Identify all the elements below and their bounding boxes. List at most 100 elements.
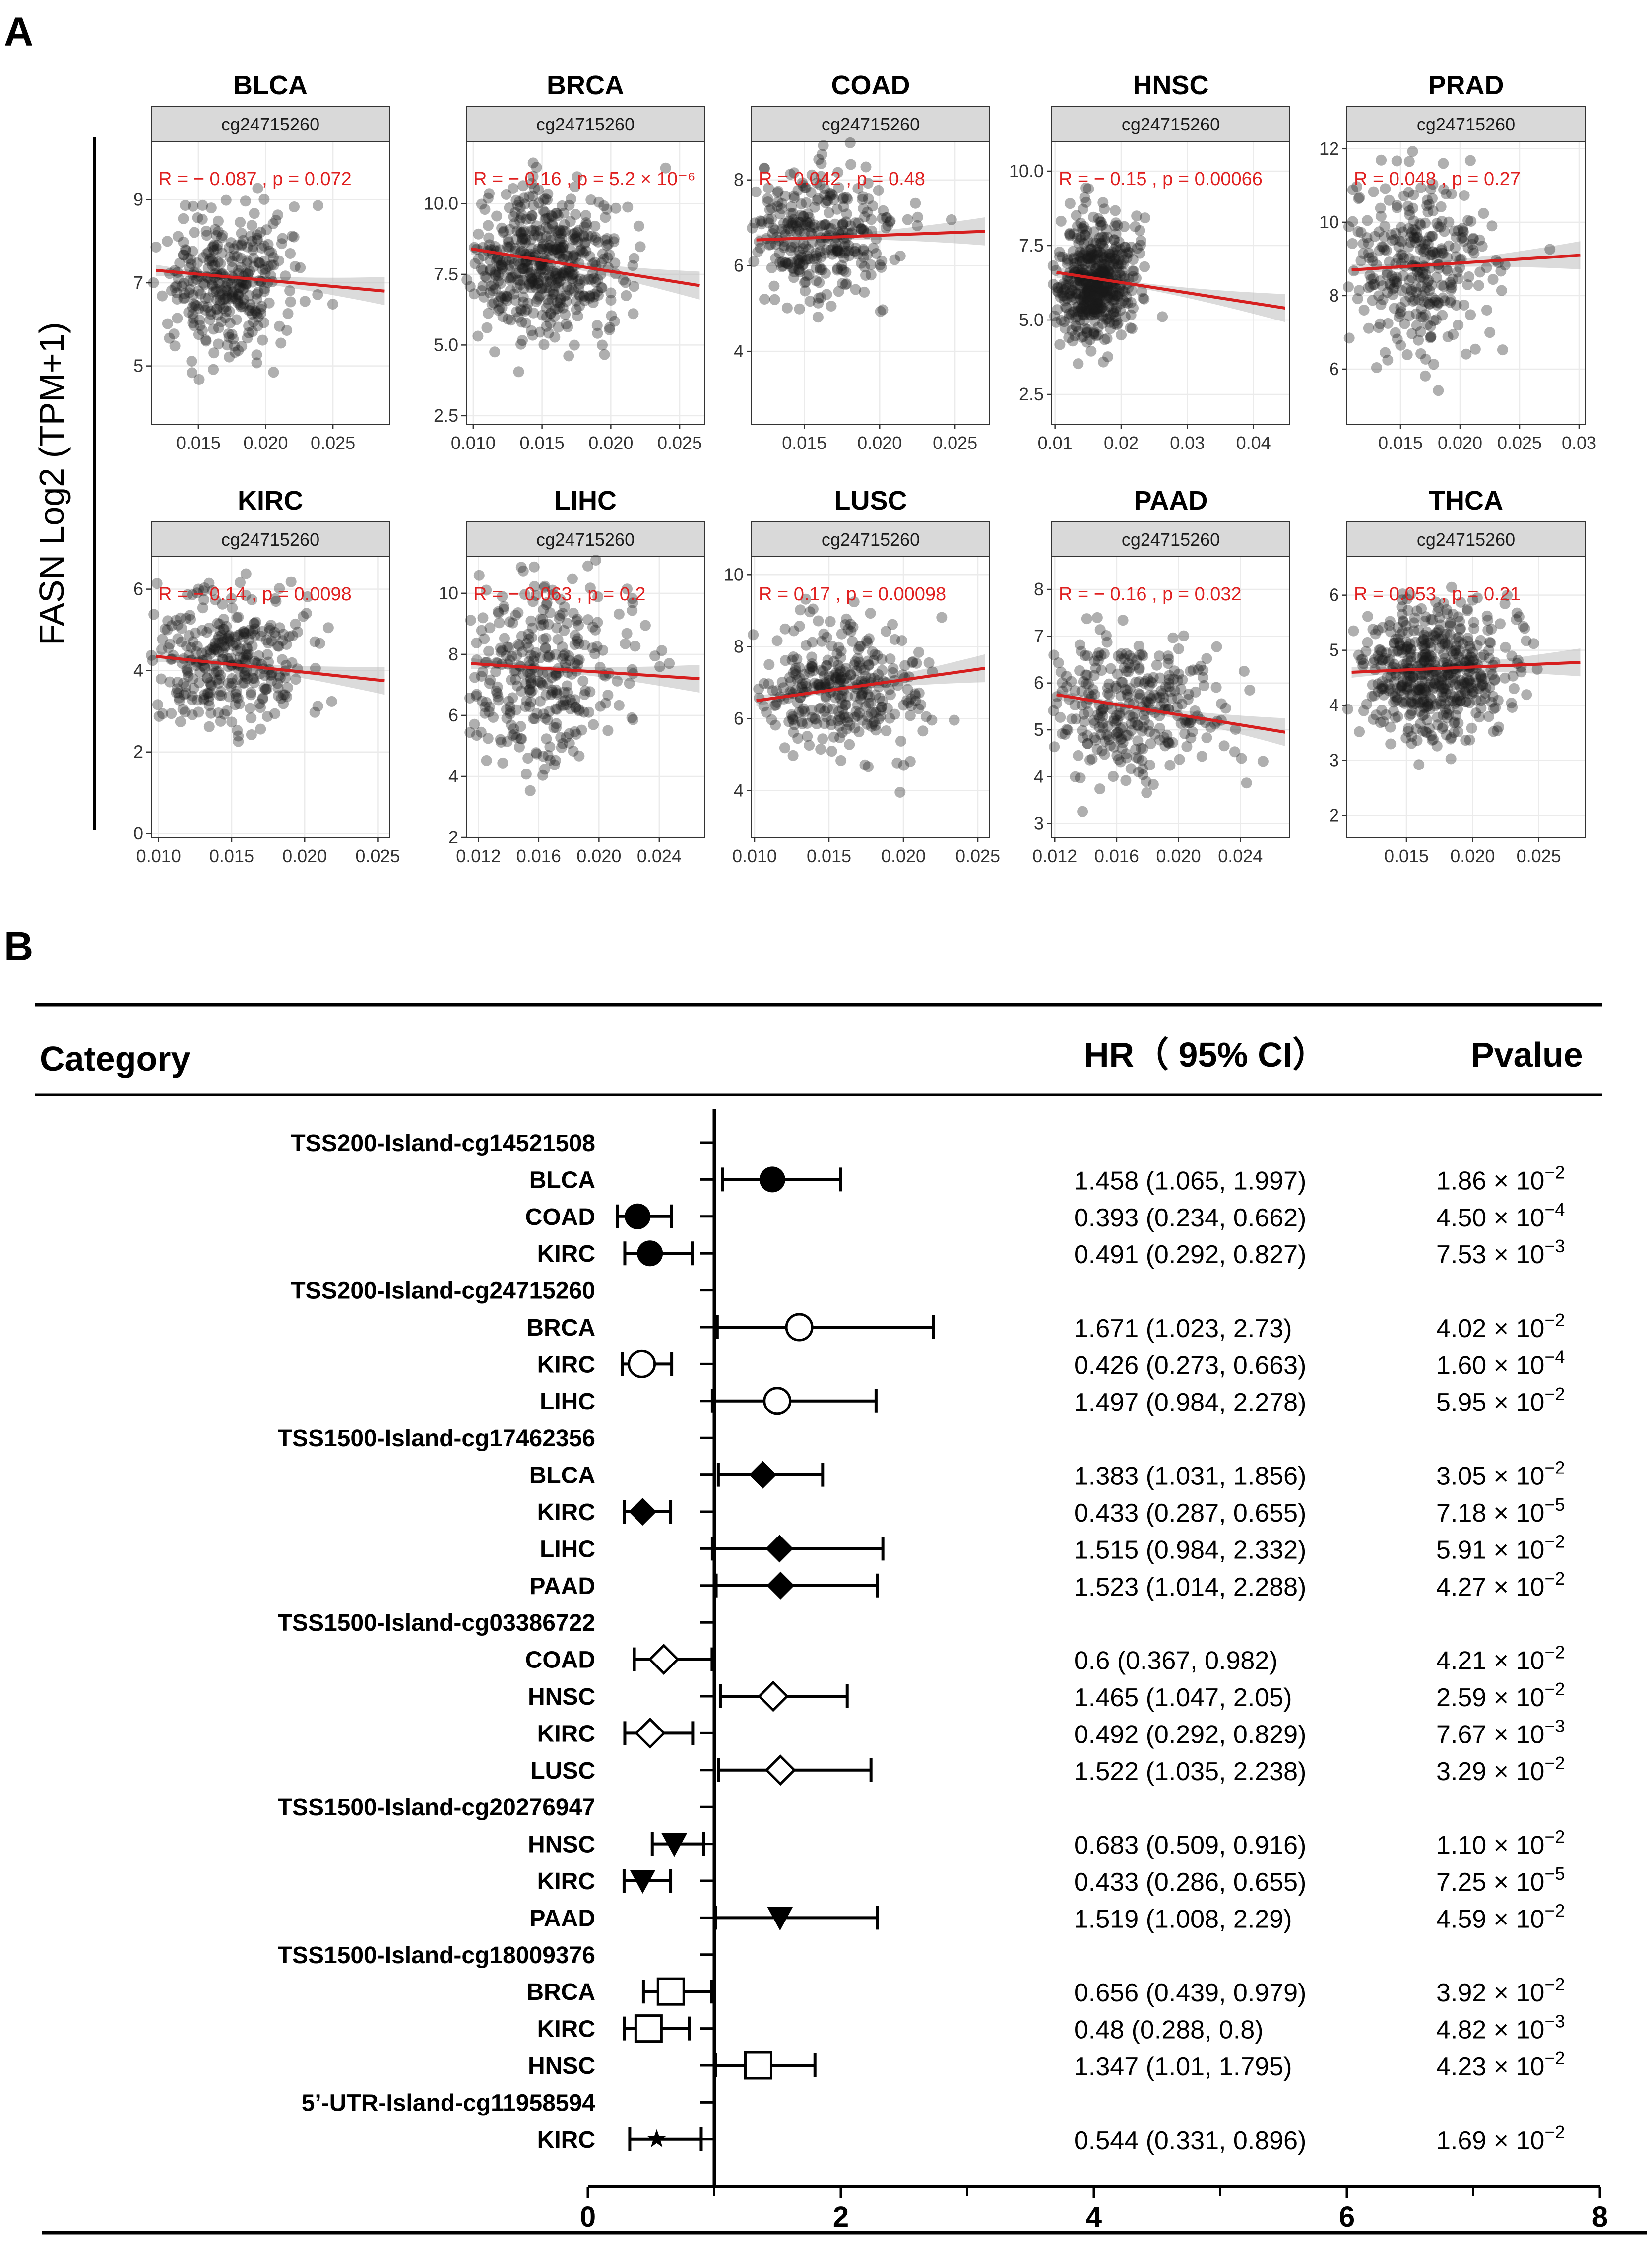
- scatter-point: [857, 688, 868, 699]
- scatter-point: [465, 615, 476, 626]
- scatter-point: [1114, 267, 1125, 278]
- scatter-point: [779, 623, 791, 635]
- scatter-point: [1098, 285, 1109, 297]
- x-tick-label: 0.020: [1450, 846, 1495, 866]
- scatter-point: [484, 702, 495, 713]
- scatter-point: [1047, 260, 1059, 271]
- scatter-point: [545, 755, 556, 766]
- scatter-point: [1086, 252, 1097, 263]
- scatter-point: [1451, 251, 1461, 262]
- scatter-point: [820, 678, 831, 690]
- scatter-point: [1382, 318, 1394, 329]
- scatter-point: [630, 641, 641, 652]
- scatter-point: [1094, 297, 1105, 309]
- scatter-point: [257, 264, 268, 275]
- scatter-point: [1137, 769, 1148, 780]
- scatter-point: [235, 217, 246, 228]
- scatter-point: [1083, 288, 1095, 299]
- scatter-point: [572, 636, 582, 647]
- scatter-points: [1343, 146, 1556, 396]
- scatter-point: [1088, 249, 1099, 260]
- scatter-point: [534, 225, 546, 236]
- scatter-point: [1054, 339, 1066, 350]
- scatter-point: [551, 207, 563, 219]
- scatter-point: [1415, 236, 1426, 247]
- scatter-points: [461, 157, 671, 378]
- scatter-point: [1067, 246, 1079, 257]
- scatter-point: [1100, 314, 1112, 325]
- scatter-point: [497, 757, 508, 769]
- scatter-point: [600, 234, 611, 246]
- scatter-point: [1375, 202, 1386, 214]
- scatter-point: [1086, 303, 1097, 314]
- scatter-point: [1092, 322, 1104, 333]
- scatter-point: [1062, 273, 1073, 285]
- scatter-point: [1358, 248, 1369, 259]
- scatter-point: [1468, 623, 1480, 634]
- scatter-point: [1362, 611, 1373, 622]
- scatter-point: [1075, 303, 1086, 314]
- scatter-point: [795, 250, 806, 261]
- scatter-point: [553, 248, 565, 259]
- scatter-point: [1086, 285, 1097, 296]
- scatter-point: [537, 263, 548, 275]
- scatter-point: [273, 255, 284, 266]
- scatter-point: [873, 669, 884, 680]
- scatter-point: [546, 685, 558, 696]
- y-tick-label: 8: [1329, 285, 1339, 306]
- scatter-point: [479, 270, 491, 282]
- scatter-point: [811, 262, 822, 274]
- scatter-point: [834, 732, 845, 743]
- scatter-point: [558, 700, 569, 711]
- x-tick-label: 0.024: [637, 846, 682, 866]
- scatter-point: [171, 294, 183, 305]
- scatter-point: [1077, 301, 1088, 313]
- scatter-point: [1095, 650, 1107, 661]
- scatter-point: [912, 220, 923, 231]
- scatter-point: [801, 270, 813, 282]
- scatter-point: [792, 256, 804, 267]
- scatter-point: [169, 282, 181, 293]
- scatter-point: [1353, 193, 1364, 204]
- scatter-point: [534, 260, 545, 272]
- scatter-point: [246, 220, 257, 231]
- scatter-point: [176, 623, 187, 634]
- scatter-point: [516, 237, 527, 249]
- scatter-point: [1403, 723, 1414, 734]
- scatter-point: [588, 273, 600, 284]
- scatter-point: [798, 258, 809, 270]
- scatter-point: [1124, 710, 1136, 721]
- scatter-point: [580, 245, 592, 256]
- scatter-point: [1086, 244, 1097, 255]
- scatter-point: [515, 733, 527, 744]
- scatter-point: [1422, 206, 1434, 218]
- scatter-point: [204, 314, 216, 325]
- scatter-point: [501, 255, 512, 266]
- y-tick-label: 2.5: [434, 405, 458, 426]
- scatter-point: [560, 267, 571, 279]
- scatter-point: [832, 245, 844, 256]
- scatter-point: [552, 210, 564, 221]
- scatter-point: [276, 654, 288, 665]
- scatter-point: [252, 233, 263, 244]
- scatter-point: [174, 257, 186, 269]
- scatter-point: [550, 225, 562, 237]
- x-tick-label: 0.010: [451, 433, 496, 453]
- scatter-point: [894, 787, 906, 798]
- scatter-point: [252, 308, 263, 320]
- scatter-point: [1342, 704, 1353, 715]
- scatter-point: [613, 608, 625, 620]
- cancer-label: KIRC: [537, 1499, 595, 1526]
- scatter-point: [828, 194, 840, 205]
- scatter-point: [550, 270, 561, 282]
- scatter-point: [1088, 328, 1099, 339]
- scatter-point: [542, 294, 554, 306]
- correlation-stat: R = − 0.087 , p = 0.072: [158, 169, 352, 190]
- scatter-point: [765, 239, 776, 251]
- scatter-point: [243, 648, 254, 660]
- scatter-point: [826, 223, 837, 234]
- scatter-point: [1423, 275, 1434, 286]
- scatter-point: [1072, 233, 1083, 244]
- scatter-point: [202, 672, 213, 684]
